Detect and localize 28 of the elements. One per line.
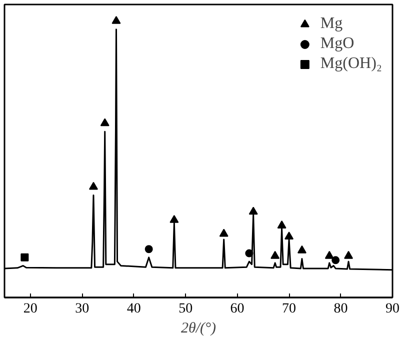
point — [245, 249, 254, 258]
point — [112, 16, 121, 24]
x-tick-label: 70 — [282, 302, 296, 316]
point — [219, 228, 228, 237]
point — [248, 206, 258, 215]
point — [297, 245, 306, 254]
point — [88, 182, 98, 190]
x-tick-label: 20 — [23, 302, 38, 316]
point — [344, 250, 354, 259]
x-tick-label: 90 — [386, 302, 400, 316]
point — [170, 214, 179, 223]
x-tick-label: 80 — [334, 302, 348, 316]
legend-label: MgO — [320, 35, 354, 53]
point — [144, 245, 153, 254]
legend-label: Mg — [320, 15, 343, 33]
x-tick-label: 60 — [230, 302, 244, 316]
point — [100, 118, 110, 126]
point — [277, 220, 286, 228]
point — [324, 250, 334, 259]
legend-label: Mg(OH)₂ — [320, 55, 382, 73]
x-tick-label: 40 — [126, 302, 141, 316]
point — [20, 253, 29, 262]
x-tick-label: 50 — [178, 302, 193, 316]
x-axis-title: 2θ/(°) — [180, 320, 216, 336]
point — [332, 256, 340, 264]
x-tick-label: 30 — [75, 302, 90, 316]
point — [284, 232, 294, 240]
point — [270, 250, 280, 259]
